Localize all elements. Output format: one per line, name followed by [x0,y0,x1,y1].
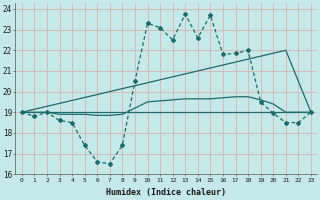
X-axis label: Humidex (Indice chaleur): Humidex (Indice chaleur) [106,188,226,197]
